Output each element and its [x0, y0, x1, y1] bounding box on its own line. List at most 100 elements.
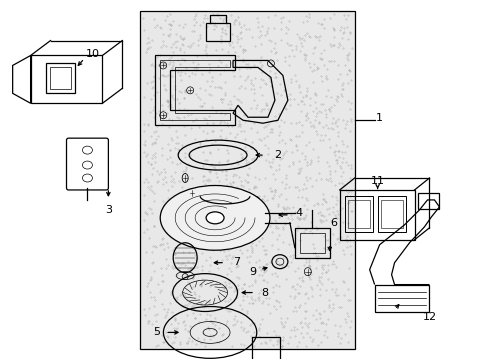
Point: [324, 58, 332, 63]
Point: [316, 286, 324, 292]
Point: [194, 293, 202, 299]
Point: [244, 172, 252, 178]
Point: [173, 134, 181, 139]
Point: [231, 321, 239, 327]
Point: [285, 91, 293, 97]
Point: [159, 108, 166, 113]
Point: [223, 229, 230, 235]
Point: [315, 209, 323, 215]
Point: [145, 186, 153, 192]
Point: [169, 59, 177, 64]
Point: [224, 247, 231, 253]
Point: [242, 308, 250, 314]
Point: [235, 118, 243, 123]
Point: [184, 208, 192, 213]
Point: [221, 253, 229, 259]
Point: [333, 116, 341, 122]
Point: [264, 121, 271, 127]
Point: [294, 339, 302, 345]
Point: [162, 224, 169, 230]
Point: [152, 168, 160, 174]
Point: [184, 328, 192, 334]
Point: [285, 53, 292, 59]
Point: [188, 274, 196, 279]
Point: [175, 225, 183, 231]
Point: [171, 145, 179, 151]
Point: [293, 194, 301, 200]
Point: [247, 125, 255, 130]
Point: [171, 31, 179, 37]
Point: [297, 35, 305, 41]
Point: [194, 95, 202, 100]
Point: [237, 100, 244, 105]
Point: [176, 61, 183, 67]
Point: [302, 197, 310, 203]
Point: [189, 275, 197, 281]
Point: [273, 201, 281, 206]
Point: [163, 32, 171, 38]
Point: [222, 31, 230, 37]
Point: [159, 181, 167, 187]
Point: [186, 45, 194, 50]
Point: [241, 177, 249, 183]
Point: [186, 265, 194, 270]
Point: [190, 65, 198, 71]
Point: [200, 305, 207, 310]
Point: [293, 184, 301, 190]
Point: [343, 98, 351, 104]
Point: [235, 302, 243, 307]
Point: [205, 233, 213, 239]
Point: [148, 85, 156, 91]
Point: [330, 27, 338, 32]
Point: [266, 185, 274, 191]
Point: [202, 177, 209, 183]
Point: [290, 184, 298, 190]
Point: [168, 117, 176, 123]
Point: [217, 33, 224, 39]
Point: [186, 111, 194, 117]
Point: [316, 275, 324, 280]
Point: [251, 228, 259, 234]
Point: [203, 23, 210, 29]
Point: [309, 202, 317, 207]
Point: [192, 342, 200, 347]
Point: [178, 289, 185, 295]
Point: [297, 165, 305, 171]
Point: [201, 44, 209, 50]
Point: [199, 337, 207, 342]
Point: [224, 277, 232, 283]
Point: [270, 264, 278, 270]
Point: [261, 211, 269, 217]
Point: [243, 311, 250, 316]
Point: [257, 32, 264, 38]
Point: [249, 184, 257, 190]
Point: [336, 234, 344, 240]
Point: [144, 159, 152, 165]
Point: [340, 126, 348, 131]
Point: [294, 85, 302, 90]
Point: [254, 291, 262, 296]
Point: [219, 96, 226, 102]
Point: [307, 286, 315, 292]
Point: [339, 30, 346, 36]
Point: [183, 107, 191, 112]
Point: [268, 289, 276, 294]
Point: [161, 61, 169, 67]
Point: [286, 137, 294, 143]
Point: [347, 208, 355, 214]
Point: [189, 235, 197, 241]
Point: [204, 69, 212, 75]
Point: [203, 130, 211, 136]
Point: [335, 341, 343, 346]
Point: [315, 292, 323, 297]
Point: [275, 214, 283, 220]
Point: [300, 101, 307, 107]
Point: [175, 206, 183, 212]
Point: [285, 184, 293, 189]
Point: [238, 225, 246, 230]
Point: [263, 133, 271, 139]
Point: [194, 61, 202, 67]
Point: [325, 297, 332, 302]
Point: [278, 204, 286, 210]
Point: [253, 129, 261, 135]
